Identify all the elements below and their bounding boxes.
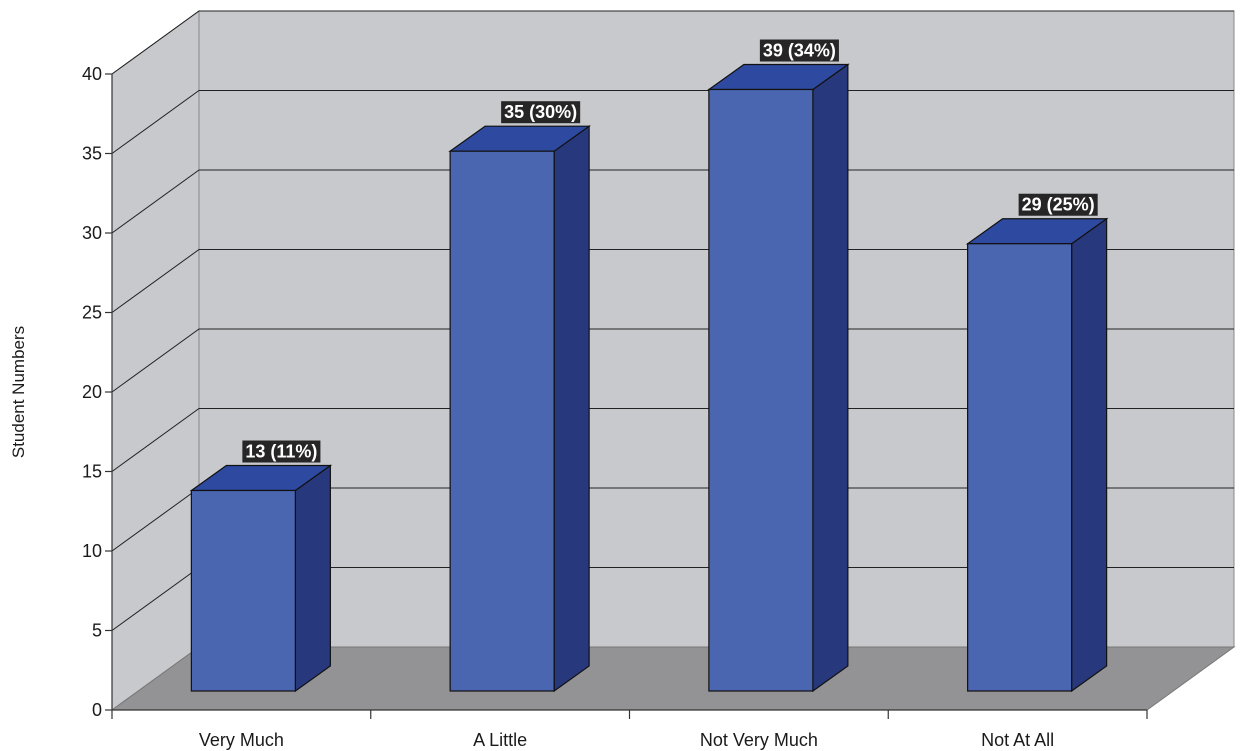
y-tick-label: 40 [82,64,102,84]
bar [190,489,296,692]
data-label-text: 35 (30%) [504,102,577,122]
x-category-label: Not At All [981,730,1054,750]
x-category-label: Not Very Much [700,730,818,750]
x-category-label: A Little [473,730,527,750]
data-labels: 13 (11%) 35 (30%) 39 (34%) 29 (25%) [242,39,1098,463]
y-tick-label: 25 [82,303,102,323]
x-category-label: Very Much [199,730,284,750]
bar [967,243,1073,692]
data-label-bg [1018,193,1098,216]
bar [708,88,814,692]
y-tick-label: 20 [82,382,102,402]
gridline [111,169,1234,234]
bar-side [812,63,849,693]
bar-side [553,125,590,693]
data-label-bg [501,101,581,124]
data-label: 35 (30%) [501,101,581,124]
data-label-bg [759,39,839,62]
bar-side [1071,217,1108,693]
gridline [111,90,1234,154]
data-label-text: 29 (25%) [1022,195,1095,215]
axes: 0 5 10 15 20 25 30 35 40 Very Much A Little Not Ver… [82,64,1148,750]
y-tick-label: 10 [82,541,102,561]
bar [449,150,555,692]
data-label-text: 13 (11%) [245,442,317,462]
data-label: 13 (11%) [242,440,321,463]
data-label-text: 39 (34%) [763,41,836,61]
gridline [111,408,1234,472]
y-axis-title: Student Numbers [9,326,28,458]
gridlines [111,10,1234,631]
y-tick-label: 0 [92,700,102,720]
gridline [111,249,1234,313]
bar-side [294,464,331,693]
y-tick-label: 30 [82,223,102,243]
gridline [111,328,1234,393]
data-label: 39 (34%) [759,39,839,62]
gridline [111,10,1234,75]
bars [189,63,1109,693]
data-label: 29 (25%) [1018,193,1098,216]
data-label-bg [242,440,321,463]
y-tick-label: 5 [92,621,102,641]
y-tick-label: 35 [82,144,102,164]
y-tick-label: 15 [82,462,102,482]
